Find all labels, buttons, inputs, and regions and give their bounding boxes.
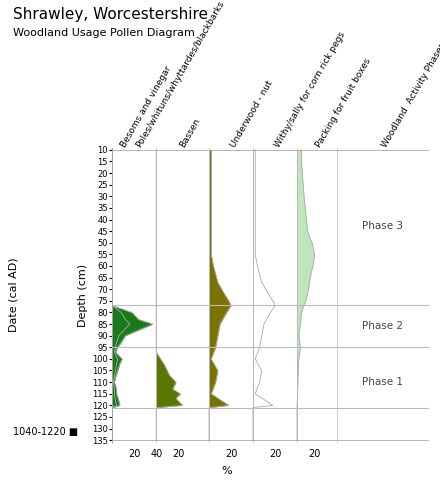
Text: Underwood - nut: Underwood - nut xyxy=(229,78,275,148)
Text: Woodland  Activity Phases: Woodland Activity Phases xyxy=(381,41,440,148)
Text: Woodland Usage Pollen Diagram: Woodland Usage Pollen Diagram xyxy=(13,28,195,38)
Text: Poles/whituns/whyttardes/blackbarks: Poles/whituns/whyttardes/blackbarks xyxy=(134,0,226,148)
Text: 20: 20 xyxy=(172,450,184,460)
Text: 1040-1220 ■: 1040-1220 ■ xyxy=(13,428,78,438)
Text: 20: 20 xyxy=(308,450,321,460)
Text: Date (cal AD): Date (cal AD) xyxy=(8,258,18,332)
Text: Shrawley, Worcestershire: Shrawley, Worcestershire xyxy=(13,8,208,22)
Text: Phase 1: Phase 1 xyxy=(362,377,403,387)
Text: 20: 20 xyxy=(128,450,140,460)
Text: 40: 40 xyxy=(150,450,162,460)
Y-axis label: Depth (cm): Depth (cm) xyxy=(78,264,88,326)
Text: Phase 3: Phase 3 xyxy=(362,222,403,232)
Text: Besoms and vinegar: Besoms and vinegar xyxy=(119,64,173,148)
Text: Bassen: Bassen xyxy=(178,116,202,148)
Text: %: % xyxy=(221,466,232,475)
Text: Withy/sally for corn rick pegs: Withy/sally for corn rick pegs xyxy=(273,30,347,148)
Text: 20: 20 xyxy=(225,450,237,460)
Text: Phase 2: Phase 2 xyxy=(362,322,403,332)
Text: Packing for fruit boxes: Packing for fruit boxes xyxy=(315,56,373,148)
Text: 20: 20 xyxy=(269,450,281,460)
